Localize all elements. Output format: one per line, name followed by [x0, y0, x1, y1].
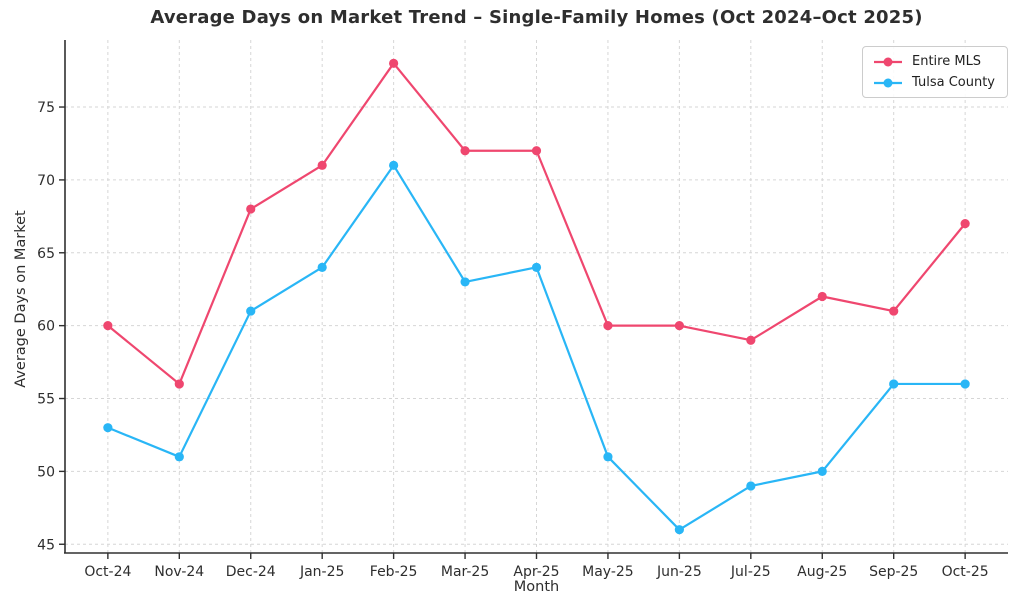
data-point-entire-mls-Apr-25	[531, 146, 542, 156]
data-point-entire-mls-Oct-24	[103, 321, 113, 331]
y-tick-label-70: 70	[37, 173, 55, 189]
x-tick-label-Jan-25: Jan-25	[299, 564, 344, 580]
data-point-tulsa-county-Aug-25	[817, 466, 827, 476]
x-tick-label-Apr-25: Apr-25	[513, 564, 559, 580]
data-point-tulsa-county-May-25	[603, 452, 613, 462]
x-tick-label-Oct-25: Oct-25	[942, 564, 989, 580]
data-point-tulsa-county-Jun-25	[674, 525, 684, 535]
data-point-entire-mls-Sep-25	[889, 306, 899, 316]
data-point-entire-mls-Feb-25	[389, 58, 399, 68]
data-point-tulsa-county-Jul-25	[746, 481, 756, 491]
x-tick-label-Jul-25: Jul-25	[730, 564, 771, 580]
data-point-tulsa-county-Nov-24	[174, 452, 184, 462]
data-point-entire-mls-Aug-25	[817, 291, 827, 302]
y-tick-label-45: 45	[37, 537, 55, 553]
chart-title: Average Days on Market Trend – Single-Fa…	[150, 7, 923, 28]
legend: Entire MLS Tulsa County	[862, 46, 1008, 98]
data-point-tulsa-county-Mar-25	[460, 277, 470, 287]
x-tick-label-May-25: May-25	[582, 564, 634, 580]
data-point-entire-mls-Mar-25	[460, 146, 470, 156]
legend-item-entire-mls: Entire MLS	[873, 54, 995, 69]
legend-label-entire-mls: Entire MLS	[912, 54, 982, 69]
data-point-entire-mls-May-25	[603, 321, 613, 331]
data-point-tulsa-county-Feb-25	[389, 160, 399, 170]
y-tick-label-75: 75	[37, 100, 55, 116]
data-point-entire-mls-Dec-24	[246, 204, 256, 214]
data-point-entire-mls-Jul-25	[746, 335, 756, 345]
x-tick-label-Aug-25: Aug-25	[797, 564, 847, 580]
data-point-tulsa-county-Sep-25	[889, 379, 899, 389]
x-tick-label-Oct-24: Oct-24	[84, 564, 131, 580]
x-tick-label-Dec-24: Dec-24	[226, 564, 276, 580]
data-point-entire-mls-Jan-25	[317, 160, 327, 170]
x-tick-label-Mar-25: Mar-25	[441, 564, 489, 580]
entire-mls-line-marker-icon	[874, 57, 902, 66]
y-tick-label-60: 60	[37, 319, 55, 335]
data-point-entire-mls-Nov-24	[174, 379, 184, 389]
x-tick-label-Nov-24: Nov-24	[154, 564, 204, 580]
legend-item-tulsa-county: Tulsa County	[873, 75, 995, 90]
y-axis-label: Average Days on Market	[13, 210, 29, 388]
x-tick-label-Feb-25: Feb-25	[370, 564, 418, 580]
data-point-tulsa-county-Dec-24	[246, 306, 256, 316]
y-tick-label-55: 55	[37, 392, 55, 408]
x-axis-label: Month	[513, 579, 560, 595]
y-tick-label-50: 50	[37, 464, 55, 480]
data-point-entire-mls-Oct-25	[960, 219, 970, 229]
tulsa-county-line-marker-icon	[874, 78, 902, 87]
data-point-tulsa-county-Oct-24	[103, 423, 113, 433]
data-point-tulsa-county-Apr-25	[531, 262, 542, 272]
y-tick-label-65: 65	[37, 246, 55, 262]
data-point-tulsa-county-Jan-25	[317, 262, 327, 272]
data-point-tulsa-county-Oct-25	[960, 379, 970, 389]
legend-label-tulsa-county: Tulsa County	[912, 75, 995, 90]
data-point-entire-mls-Jun-25	[674, 321, 684, 331]
x-tick-label-Jun-25: Jun-25	[656, 564, 702, 580]
x-tick-label-Sep-25: Sep-25	[869, 564, 918, 580]
